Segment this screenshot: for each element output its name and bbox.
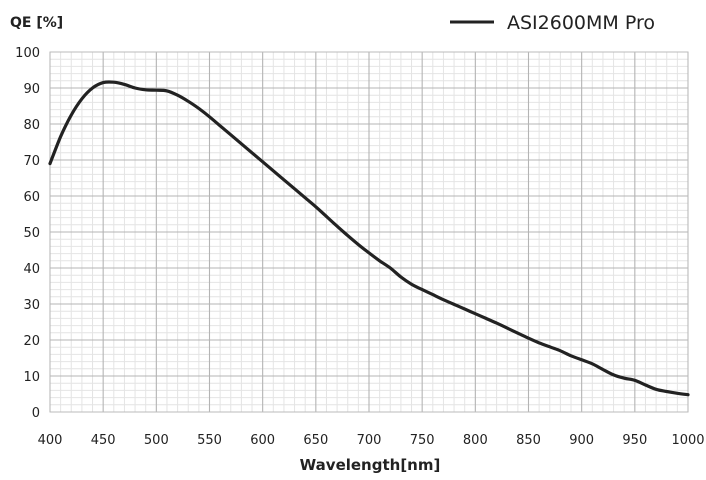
y-tick-label: 40 bbox=[23, 262, 40, 277]
x-tick-label: 1000 bbox=[671, 433, 704, 448]
x-tick-label: 400 bbox=[38, 433, 63, 448]
legend-label-asi2600mm-pro: ASI2600MM Pro bbox=[507, 12, 655, 34]
x-tick-label: 750 bbox=[410, 433, 435, 448]
y-tick-label: 80 bbox=[23, 118, 40, 133]
y-tick-label: 70 bbox=[23, 154, 40, 169]
x-tick-label: 500 bbox=[144, 433, 169, 448]
x-tick-label: 850 bbox=[516, 433, 541, 448]
y-axis-ticks: 0 10 20 30 40 50 60 70 80 90 100 bbox=[15, 46, 40, 421]
y-tick-label: 100 bbox=[15, 46, 40, 61]
y-tick-label: 20 bbox=[23, 334, 40, 349]
y-tick-label: 90 bbox=[23, 82, 40, 97]
x-tick-label: 600 bbox=[250, 433, 275, 448]
y-tick-label: 50 bbox=[23, 226, 40, 241]
x-tick-label: 950 bbox=[622, 433, 647, 448]
x-tick-label: 550 bbox=[197, 433, 222, 448]
legend: ASI2600MM Pro bbox=[450, 12, 655, 34]
y-tick-label: 0 bbox=[32, 406, 40, 421]
y-tick-label: 10 bbox=[23, 370, 40, 385]
x-tick-label: 450 bbox=[91, 433, 116, 448]
y-axis-label: QE [%] bbox=[10, 15, 63, 31]
x-tick-label: 800 bbox=[463, 433, 488, 448]
series-line-asi2600mm-pro bbox=[48, 80, 690, 397]
y-tick-label: 30 bbox=[23, 298, 40, 313]
x-tick-label: 700 bbox=[357, 433, 382, 448]
x-axis-ticks: 400 450 500 550 600 650 700 750 800 850 900 950 1000 bbox=[38, 433, 705, 448]
plot-frame bbox=[49, 51, 689, 413]
y-tick-label: 60 bbox=[23, 190, 40, 205]
x-tick-label: 900 bbox=[569, 433, 594, 448]
series-layer bbox=[48, 80, 690, 397]
x-axis-label: Wavelength[nm] bbox=[300, 456, 441, 474]
x-tick-label: 650 bbox=[303, 433, 328, 448]
